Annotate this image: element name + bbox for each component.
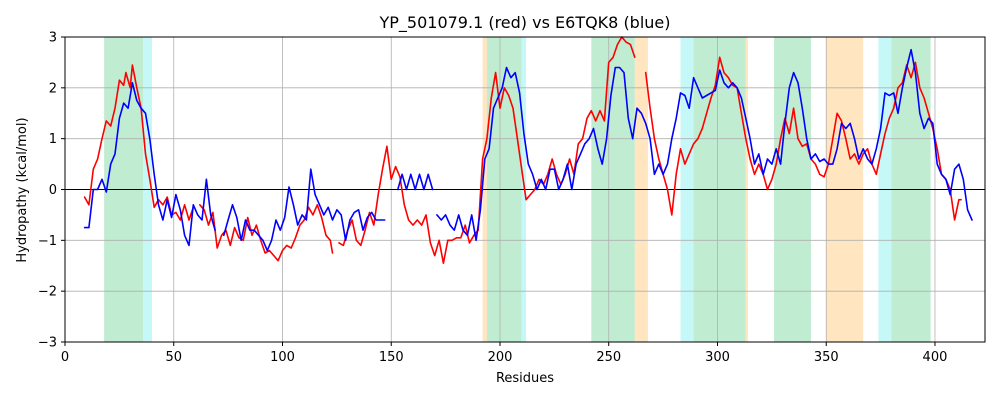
y-tick-label: 0 xyxy=(49,183,57,198)
y-tick-label: −3 xyxy=(38,336,57,351)
blue-series-line xyxy=(436,48,973,242)
blue-series-line xyxy=(83,82,216,247)
x-tick-label: 100 xyxy=(270,350,295,365)
y-tick-label: 1 xyxy=(49,132,57,147)
x-tick-label: 250 xyxy=(596,350,621,365)
x-tick-label: 300 xyxy=(705,350,730,365)
x-tick-label: 200 xyxy=(488,350,513,365)
y-axis-label: Hydropathy (kcal/mol) xyxy=(15,117,30,262)
series-lines xyxy=(65,36,985,265)
x-tick-label: 400 xyxy=(923,350,948,365)
y-tick-label: 2 xyxy=(49,81,57,96)
red-series-line xyxy=(83,64,195,221)
y-axis-ticks: −3 −2 −1 0 1 2 3 xyxy=(38,31,65,351)
x-tick-label: 0 xyxy=(61,350,69,365)
blue-series-line xyxy=(223,168,386,252)
blue-series-line xyxy=(396,173,434,191)
y-tick-label: −1 xyxy=(38,234,57,249)
x-axis-ticks: 0 50 100 150 200 250 300 350 400 xyxy=(61,342,948,365)
red-series-line xyxy=(199,204,334,262)
x-tick-label: 350 xyxy=(814,350,839,365)
x-tick-label: 50 xyxy=(165,350,182,365)
x-axis-label: Residues xyxy=(496,371,554,386)
red-series-line xyxy=(338,36,636,265)
x-tick-label: 150 xyxy=(379,350,404,365)
y-tick-label: 3 xyxy=(49,31,57,46)
y-tick-label: −2 xyxy=(38,285,57,300)
chart-title: YP_501079.1 (red) vs E6TQK8 (blue) xyxy=(378,13,670,33)
red-series-line xyxy=(644,56,962,221)
